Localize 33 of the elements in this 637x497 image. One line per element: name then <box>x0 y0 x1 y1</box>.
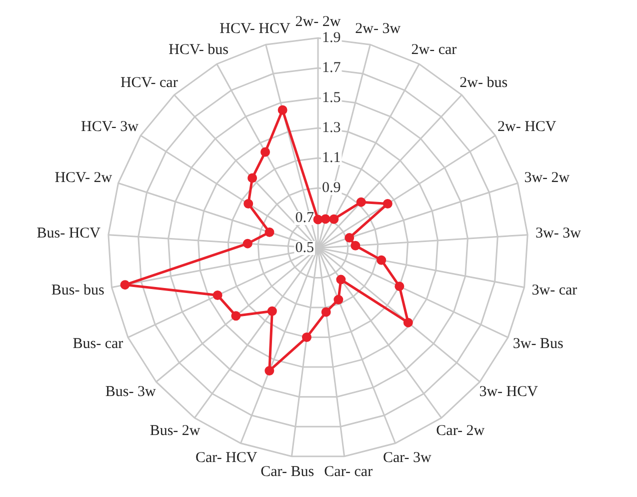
spoke-label: 2w- bus <box>460 75 508 92</box>
y-tick-label: 1.1 <box>322 150 341 166</box>
spoke-label: Car- 2w <box>436 422 485 439</box>
spoke-label: Car- 3w <box>382 450 432 466</box>
spoke-label: 3w- 2w <box>524 170 570 186</box>
spoke-label: Car- Bus <box>260 464 314 480</box>
spoke-label: 3w- HCV <box>479 384 538 400</box>
y-tick-label: 1.7 <box>322 60 342 76</box>
spoke-label: 3w- car <box>532 282 578 298</box>
spoke-label: 2w- car <box>411 42 457 58</box>
spoke-label: 2w- HCV <box>497 118 556 135</box>
spoke-label: 2w- 2w <box>295 14 341 30</box>
spoke-label: Car- car <box>324 464 373 480</box>
spoke-label: Bus- car <box>72 336 124 352</box>
spoke-label: HCV- bus <box>168 42 229 58</box>
y-tick-label: 0.5 <box>295 240 314 256</box>
spoke-label: HCV- car <box>120 75 178 92</box>
spoke-label: Car- HCV <box>195 450 258 466</box>
spoke-label: 2w- 3w <box>355 21 401 38</box>
spoke-label: Bus- bus <box>51 282 104 298</box>
spoke-label: HCV- HCV <box>220 21 291 38</box>
y-tick-label: 0.9 <box>322 180 341 196</box>
spoke-label: 3w- 3w <box>536 226 582 242</box>
y-tick-label: 1.5 <box>322 90 341 106</box>
y-tick-label: 1.3 <box>322 120 341 136</box>
y-tick-label: 1.9 <box>322 30 341 46</box>
spoke-label: 3w- Bus <box>512 336 564 352</box>
y-tick-label: 0.7 <box>295 210 314 226</box>
spoke-label: HCV- 3w <box>81 118 139 135</box>
spoke-label: Bus- 3w <box>105 384 156 400</box>
spoke-label: HCV- 2w <box>54 170 112 186</box>
spoke-label: Bus- 2w <box>150 422 200 439</box>
spoke-label: Bus- HCV <box>36 226 101 242</box>
